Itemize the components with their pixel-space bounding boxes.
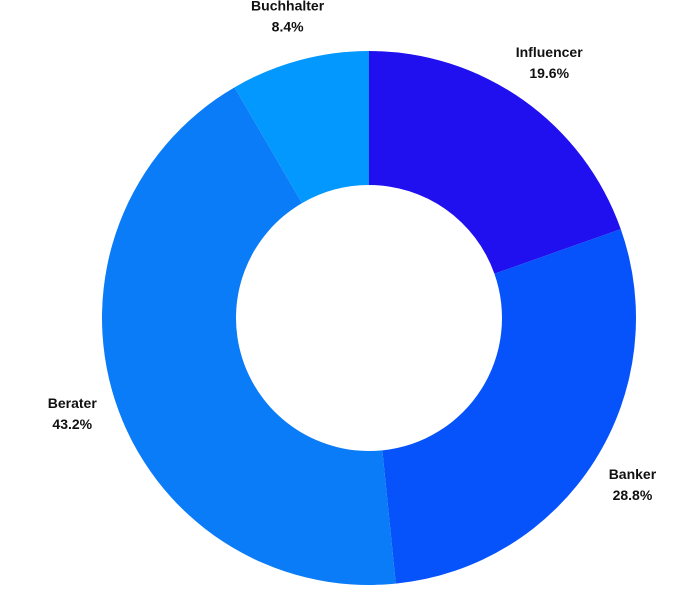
slice-value-label: 19.6% <box>529 65 569 81</box>
slice-label: Banker <box>609 466 657 482</box>
slice-value-label: 43.2% <box>52 416 92 432</box>
slice-label: Influencer <box>516 44 583 60</box>
slice-label: Buchhalter <box>251 0 325 14</box>
slice-value-label: 28.8% <box>613 487 653 503</box>
donut-slice <box>369 51 621 274</box>
slice-value-label: 8.4% <box>272 19 304 35</box>
donut-slice <box>234 51 369 204</box>
donut-slice <box>102 87 396 585</box>
donut-slice <box>382 229 637 584</box>
slice-label: Berater <box>48 395 98 411</box>
